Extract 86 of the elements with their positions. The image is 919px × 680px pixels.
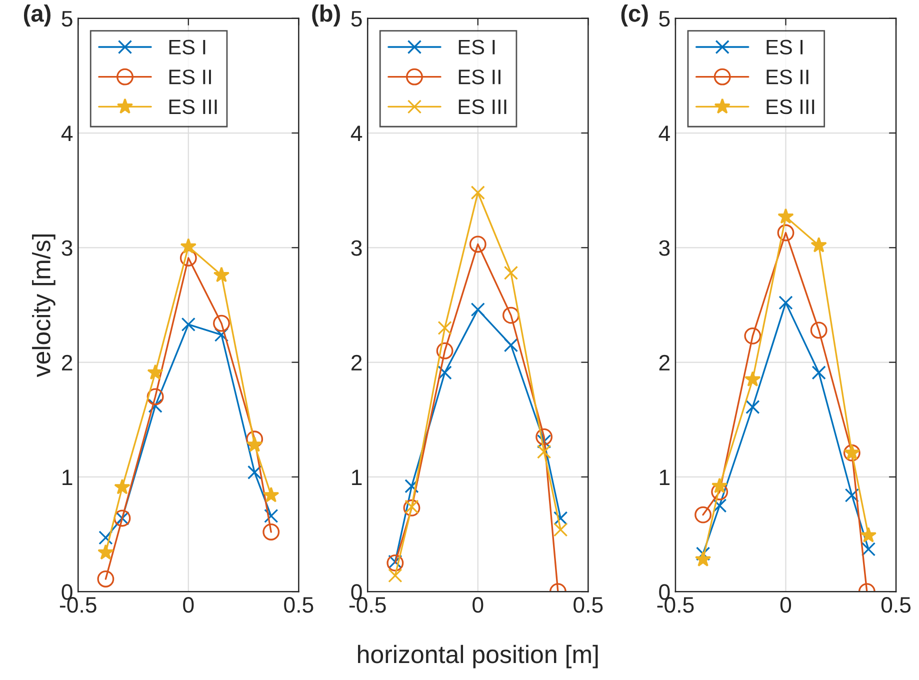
x-tick-label: 0 [183,597,194,613]
y-tick-label: 3 [62,240,72,256]
legend-label: ES II [169,70,211,84]
point [470,186,485,200]
point [810,322,828,339]
point [438,320,452,335]
y-axis-title: velocity [m/s] [32,234,56,378]
point [388,568,402,583]
point [469,236,486,253]
point [214,328,229,342]
point [246,436,263,452]
y-tick-label: 3 [351,240,362,256]
point [180,250,197,266]
x-axis-title: horizontal position [m] [358,644,598,668]
point [98,530,113,545]
point [554,511,568,526]
x-tick-label: 0 [780,597,792,613]
point [694,551,712,567]
point [180,238,196,254]
point [694,506,712,524]
point [810,236,827,252]
legend-label: ES III [169,99,217,114]
point [554,522,568,537]
y-tick-label: 2 [352,354,362,370]
point [860,526,877,542]
point [246,430,264,448]
point [97,570,114,588]
y-tick-label: 3 [659,240,670,256]
legend-label: ES I [169,40,206,54]
y-tick-label: 1 [62,470,72,486]
point [213,266,230,282]
point [778,208,794,224]
point [262,524,280,540]
y-tick-label: 1 [660,470,670,486]
point [744,371,761,387]
point [247,465,262,480]
point [861,542,876,556]
y-tick-label: 5 [62,11,72,27]
chart-title: (c) [621,4,648,26]
point [438,366,452,380]
point [264,508,278,524]
point [148,398,162,413]
legend-label: ES III [766,99,814,114]
point [470,302,485,317]
y-tick-label: 1 [352,470,362,486]
point [504,338,518,352]
y-tick-label: 4 [61,126,73,142]
point [536,428,553,446]
chart-title: (b) [312,4,340,26]
point [777,224,794,242]
point [502,306,520,324]
y-tick-label: 2 [659,354,670,370]
point [844,488,859,502]
point [746,400,760,414]
legend-label: ES II [766,70,808,84]
x-tick-label: 0.5 [284,597,314,613]
legend-label: ES II [458,70,500,84]
y-tick-label: 2 [62,354,72,370]
point [711,478,728,494]
point [696,546,710,561]
point [98,544,114,560]
y-tick-label: 4 [350,126,362,142]
y-tick-label: 5 [351,11,362,27]
x-tick-label: 0.5 [574,597,603,613]
point [536,434,552,448]
point [263,486,280,502]
point [147,364,164,380]
legend-label: ES I [458,40,495,54]
point [404,479,419,494]
point [778,296,793,310]
point [146,388,164,406]
point [436,342,454,360]
point [536,444,552,459]
legend-label: ES I [766,40,802,54]
x-tick-label: 0 [472,597,484,613]
point [114,478,130,494]
point [181,317,196,332]
point [812,366,826,380]
point [744,327,762,344]
legend-label: ES III [458,99,506,114]
y-tick-label: 5 [659,11,670,27]
y-tick-label: 4 [658,126,670,142]
x-tick-label: 0.5 [881,597,911,613]
point [213,314,230,332]
chart-title: (a) [24,4,50,26]
point [504,266,518,280]
